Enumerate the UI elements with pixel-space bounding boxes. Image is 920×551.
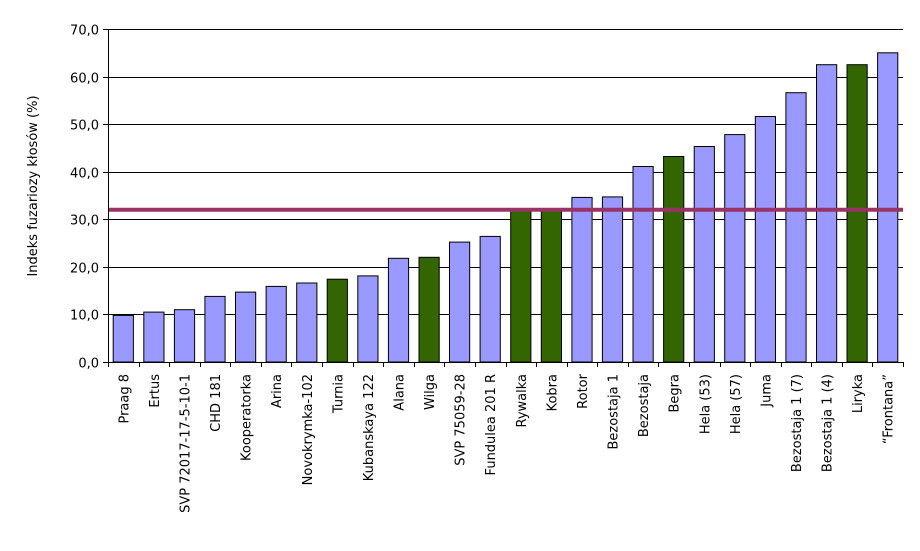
y-tick-label: 70,0 [70,24,99,39]
x-tick-label: Alana [393,374,408,411]
bar-0 [112,314,134,363]
grid-lines [108,29,903,315]
x-tick-label: Bezostaja 1 (4) [821,374,836,472]
bar-3 [204,295,226,363]
bar-14 [540,208,562,363]
bar-17 [632,166,654,363]
y-tick-labels: 0,0 10,0 20,0 30,0 40,0 50,0 60,0 70,0 [70,24,99,372]
x-tick-label: Wilga [423,374,438,410]
y-tick-label: 60,0 [70,72,99,87]
y-tick-label: 10,0 [70,309,99,324]
bar-16 [601,196,624,363]
x-tick-label: CHD 181 [209,374,224,432]
axes [103,29,904,367]
bar-25 [877,52,899,363]
bar-6 [296,282,318,363]
x-tick-label: “Frontana” [882,374,897,444]
y-tick-label: 0,0 [78,357,99,372]
x-tick-label: Hela (57) [729,374,744,434]
x-tick-label: Rywalka [515,374,530,428]
x-tick-label: Praag 8 [117,374,132,424]
y-axis-label: Indeks fuzariozy kłosów (%) [26,95,41,276]
bar-19 [693,146,715,363]
x-tick-label: Kobra [545,374,560,411]
bar-24 [846,64,868,363]
y-tick-label: 20,0 [70,262,99,277]
bar-4 [235,291,257,363]
x-tick-label: Novokrymka-102 [301,374,316,485]
bars [112,52,899,363]
y-tick-label: 30,0 [70,214,99,229]
x-tick-label: Turnia [331,374,346,414]
bar-12 [479,235,501,363]
bar-15 [571,196,593,363]
bar-13 [510,210,532,363]
x-tick-label: Arina [270,374,285,408]
bar-2 [173,309,196,363]
x-tick-label: Bezostaja [637,374,652,437]
x-tick-label: Liryka [851,374,866,413]
y-tick-label: 40,0 [70,167,99,182]
bar-10 [418,256,440,363]
bar-23 [816,64,838,363]
x-tick-label: Bezostaja 1 (7) [790,374,805,472]
x-tick-label: Juma [759,374,774,408]
bar-11 [449,241,471,363]
bar-8 [357,275,379,363]
bar-21 [754,116,776,363]
bar-7 [326,278,348,363]
x-tick-label: Hela (53) [698,374,713,434]
x-tick-label: Begra [668,374,683,412]
bar-18 [663,156,685,363]
bar-9 [387,257,410,363]
x-tick-labels: Praag 8 Ertus SVP 72017-17-5-10-1 CHD 181 Ko… [117,373,896,513]
bar-20 [724,134,746,363]
x-tick-label: Bezostaja 1 [607,374,622,450]
x-tick-label: Rotor [576,373,591,408]
x-tick-label: Fundulea 201 R [484,374,499,475]
x-tick-label: Ertus [148,374,163,408]
bar-1 [143,311,165,363]
x-tick-label: SVP 72017-17-5-10-1 [178,374,193,513]
bar-22 [785,92,807,363]
x-tick-label: Kooperatorka [240,374,255,461]
x-tick-label: Kubanskaya 122 [362,374,377,481]
y-tick-label: 50,0 [70,119,99,134]
x-tick-label: SVP 75059-28 [454,374,469,466]
bar-5 [265,285,287,363]
